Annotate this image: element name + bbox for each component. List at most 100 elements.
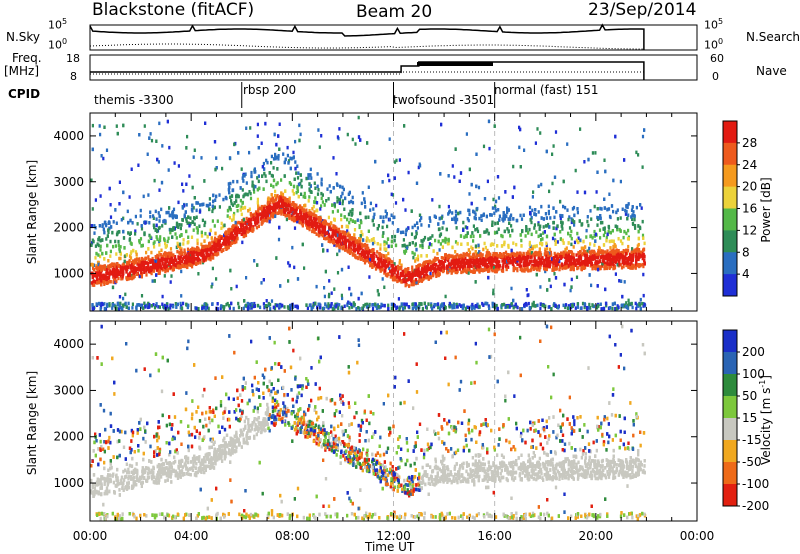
echo-cell xyxy=(189,252,192,257)
echo-cell xyxy=(270,161,273,165)
echo-cell xyxy=(369,201,372,206)
echo-cell xyxy=(172,207,176,212)
echo-cell xyxy=(354,142,357,146)
echo-cell xyxy=(573,223,576,227)
echo-cell xyxy=(339,230,342,234)
echo-cell xyxy=(310,176,313,180)
echo-cell xyxy=(616,227,619,232)
echo-cell xyxy=(457,263,460,268)
echo-cell xyxy=(372,223,375,227)
echo-cell xyxy=(257,174,260,178)
echo-cell xyxy=(231,227,234,231)
echo-cell xyxy=(622,249,625,253)
echo-cell xyxy=(320,134,323,138)
echo-cell xyxy=(472,239,475,243)
echo-cell xyxy=(641,256,644,261)
echo-cell xyxy=(229,236,232,240)
echo-cell xyxy=(304,195,307,199)
echo-cell xyxy=(323,236,326,240)
echo-cell xyxy=(596,223,599,227)
echo-cell xyxy=(588,302,591,307)
echo-cell xyxy=(220,249,223,254)
echo-cell xyxy=(159,235,162,239)
echo-cell xyxy=(555,257,558,261)
echo-cell xyxy=(579,127,582,131)
echo-cell xyxy=(333,203,336,207)
echo-cell xyxy=(245,229,248,233)
echo-cell xyxy=(158,121,161,126)
echo-cell xyxy=(336,209,339,213)
echo-cell xyxy=(520,217,524,221)
echo-cell xyxy=(127,265,130,269)
echo-cell xyxy=(403,302,406,306)
echo-cell xyxy=(554,261,557,265)
echo-cell xyxy=(108,280,111,284)
echo-cell xyxy=(167,168,170,172)
echo-cell xyxy=(308,188,311,192)
echo-cell xyxy=(425,306,428,310)
echo-cell xyxy=(201,306,204,310)
echo-cell xyxy=(566,208,569,212)
echo-cell xyxy=(303,266,306,270)
echo-cell xyxy=(576,266,579,271)
echo-cell xyxy=(391,260,394,264)
echo-cell xyxy=(146,152,149,156)
echo-cell xyxy=(393,160,397,164)
echo-cell xyxy=(282,152,285,156)
echo-cell xyxy=(272,166,275,170)
echo-cell xyxy=(292,155,295,159)
echo-cell xyxy=(90,178,93,182)
echo-cell xyxy=(421,263,424,268)
echo-cell xyxy=(226,235,229,240)
echo-cell xyxy=(231,237,234,242)
echo-cell xyxy=(533,257,536,261)
echo-cell xyxy=(506,206,509,210)
echo-cell xyxy=(211,209,214,214)
echo-cell xyxy=(292,212,295,216)
echo-cell xyxy=(287,261,290,265)
echo-cell xyxy=(214,198,217,202)
echo-cell xyxy=(475,256,479,261)
echo-cell xyxy=(544,212,547,216)
echo-cell xyxy=(461,266,465,270)
echo-cell xyxy=(248,150,251,155)
echo-cell xyxy=(593,204,596,209)
echo-cell xyxy=(643,261,646,266)
echo-cell xyxy=(642,252,645,257)
echo-cell xyxy=(320,204,323,208)
echo-cell xyxy=(343,304,346,308)
echo-cell xyxy=(619,251,622,255)
echo-cell xyxy=(115,232,119,237)
echo-cell xyxy=(382,258,385,263)
echo-cell xyxy=(190,255,193,259)
echo-cell xyxy=(552,262,555,266)
echo-cell xyxy=(90,281,93,285)
echo-cell xyxy=(208,197,211,201)
echo-cell xyxy=(243,174,246,178)
echo-cell xyxy=(336,306,340,310)
echo-cell xyxy=(254,217,257,221)
noise-panel-frame xyxy=(89,24,698,51)
echo-cell xyxy=(544,224,548,228)
echo-cell xyxy=(420,223,423,227)
echo-cell xyxy=(206,254,209,259)
echo-cell xyxy=(158,188,161,192)
echo-cell xyxy=(472,234,475,239)
echo-cell xyxy=(149,210,152,214)
echo-cell xyxy=(326,187,329,191)
echo-cell xyxy=(350,242,353,246)
echo-cell xyxy=(276,194,279,198)
echo-cell xyxy=(198,224,201,228)
echo-cell xyxy=(174,302,177,306)
echo-cell xyxy=(181,257,184,261)
echo-cell xyxy=(337,237,340,241)
echo-cell xyxy=(215,156,218,160)
echo-cell xyxy=(539,285,542,289)
echo-cell xyxy=(388,137,391,141)
echo-cell xyxy=(179,265,182,270)
echo-cell xyxy=(550,253,553,257)
echo-cell xyxy=(637,153,640,157)
echo-cell xyxy=(602,233,605,238)
echo-cell xyxy=(539,224,542,228)
echo-cell xyxy=(636,244,639,248)
